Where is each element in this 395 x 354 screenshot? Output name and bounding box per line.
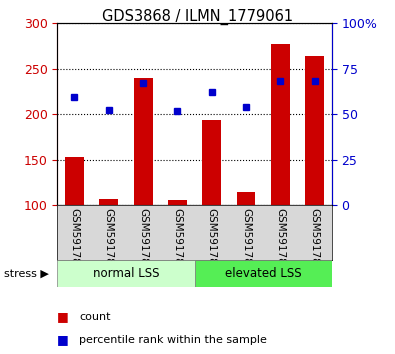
Bar — [271, 44, 290, 205]
Text: stress ▶: stress ▶ — [4, 269, 49, 279]
Bar — [305, 56, 324, 205]
Text: ■: ■ — [57, 310, 69, 323]
Bar — [168, 200, 187, 205]
Bar — [65, 157, 84, 205]
Text: GSM591782: GSM591782 — [104, 208, 114, 272]
Text: GDS3868 / ILMN_1779061: GDS3868 / ILMN_1779061 — [102, 9, 293, 25]
Text: ■: ■ — [57, 333, 69, 346]
Bar — [237, 192, 256, 205]
Bar — [57, 260, 195, 287]
Bar — [195, 260, 332, 287]
Bar — [134, 78, 152, 205]
Text: GSM591788: GSM591788 — [310, 208, 320, 272]
Text: elevated LSS: elevated LSS — [225, 267, 301, 280]
Text: count: count — [79, 312, 111, 322]
Text: GSM591784: GSM591784 — [172, 208, 182, 272]
Text: GSM591786: GSM591786 — [241, 208, 251, 272]
Text: percentile rank within the sample: percentile rank within the sample — [79, 335, 267, 345]
Text: GSM591783: GSM591783 — [138, 208, 148, 272]
Text: GSM591781: GSM591781 — [70, 208, 79, 272]
Text: normal LSS: normal LSS — [93, 267, 159, 280]
Bar — [202, 120, 221, 205]
Text: GSM591785: GSM591785 — [207, 208, 217, 272]
Text: GSM591787: GSM591787 — [275, 208, 285, 272]
Bar — [99, 199, 118, 205]
